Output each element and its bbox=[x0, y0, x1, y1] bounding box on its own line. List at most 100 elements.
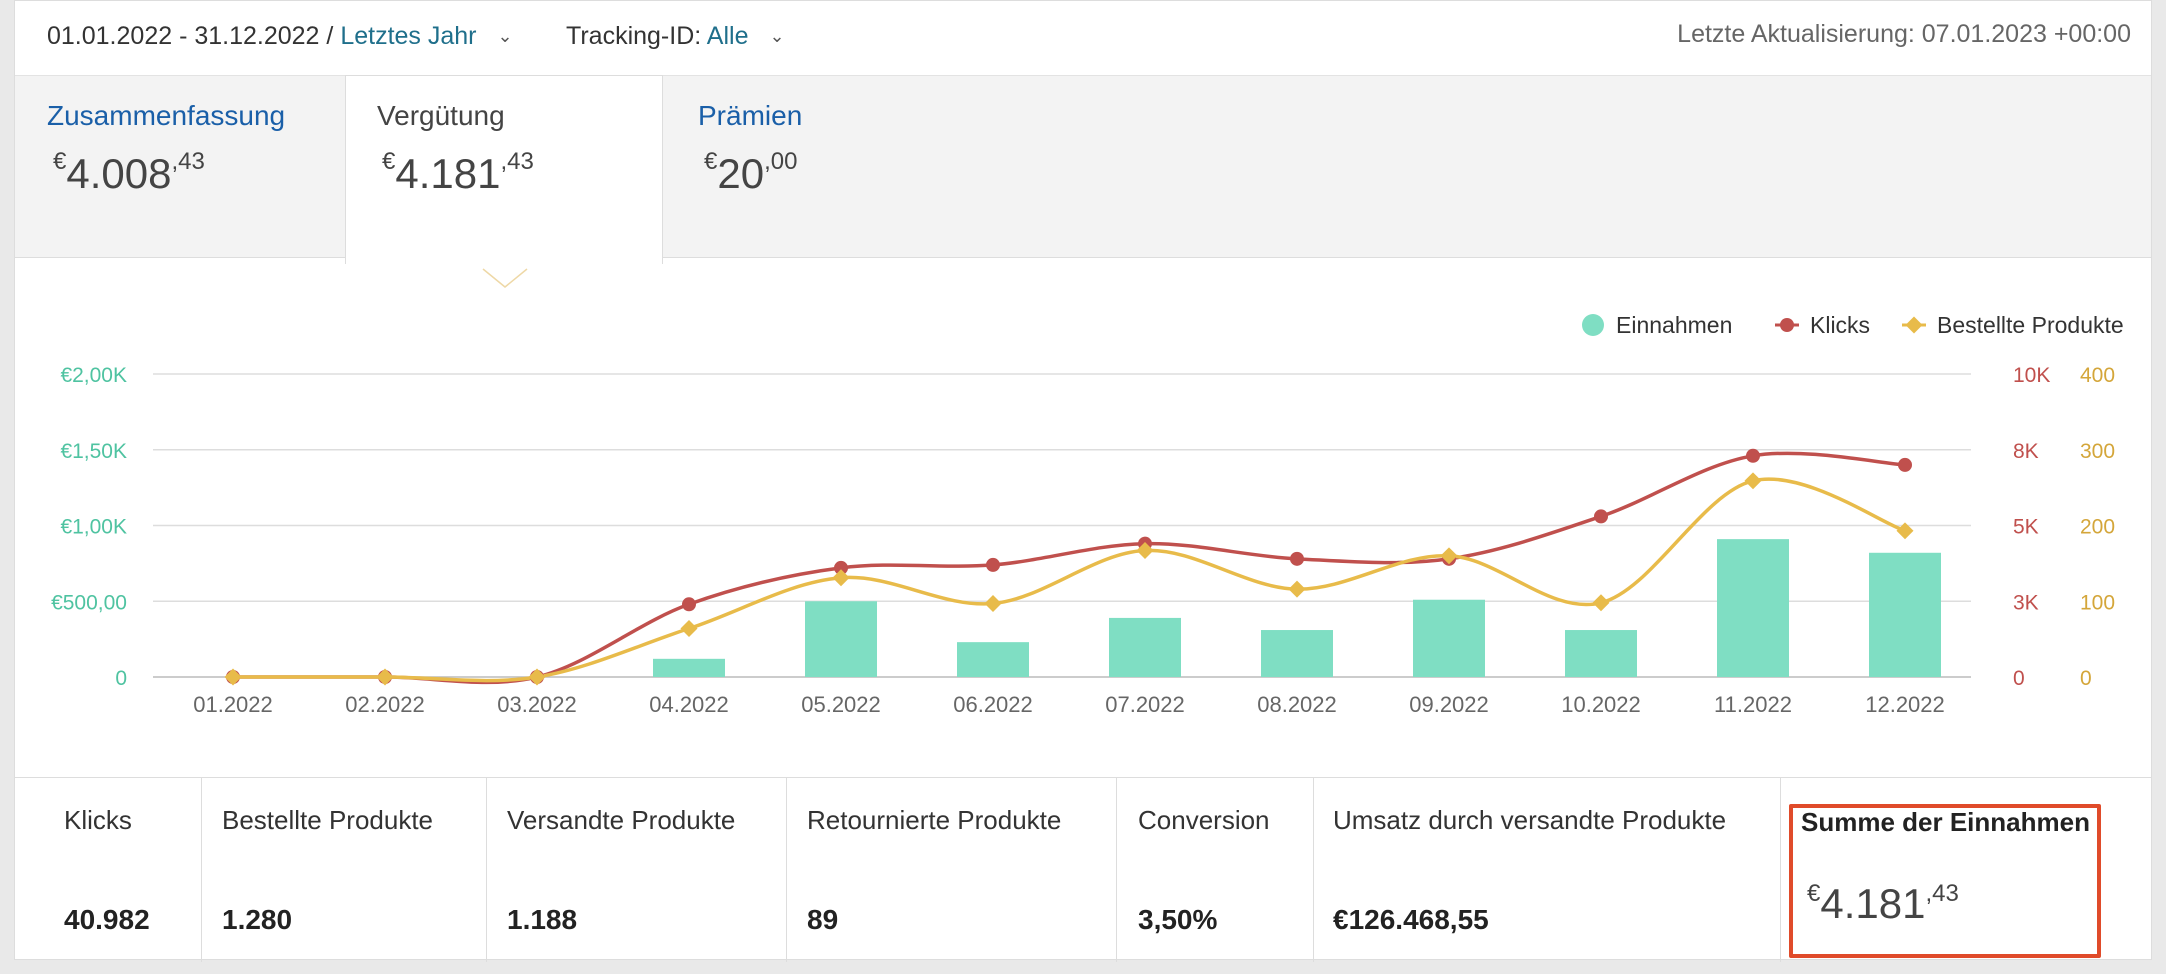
legend-label: Klicks bbox=[1810, 312, 1870, 338]
tracking-value[interactable]: Alle bbox=[706, 22, 749, 50]
date-range-text: 01.01.2022 - 31.12.2022 / bbox=[47, 22, 334, 50]
right-tick-label-produkte: 0 bbox=[2080, 667, 2092, 690]
x-tick-label: 01.2022 bbox=[193, 692, 273, 717]
left-tick-label: €1,50K bbox=[60, 440, 127, 463]
tab-zusammenfassung[interactable]: Zusammenfassung €4.008,43 bbox=[47, 76, 347, 257]
x-tick-label: 11.2022 bbox=[1714, 692, 1792, 717]
stat-label: Retournierte Produkte bbox=[807, 805, 1062, 835]
stat-versandte-produkte: Versandte Produkte 1.188 bbox=[487, 778, 787, 962]
right-tick-label-klicks: 3K bbox=[2013, 591, 2039, 614]
x-tick-label: 05.2022 bbox=[801, 692, 881, 717]
bar-einnahmen bbox=[957, 642, 1029, 677]
stat-label: Bestellte Produkte bbox=[222, 805, 434, 835]
point-klicks bbox=[1594, 509, 1608, 524]
bar-einnahmen bbox=[1261, 630, 1333, 677]
point-klicks bbox=[834, 560, 848, 575]
earnings-panel: 01.01.2022 - 31.12.2022 / Letztes Jahr ⌄… bbox=[14, 0, 2152, 962]
bar-einnahmen bbox=[1109, 617, 1181, 677]
point-bestellte-produkte bbox=[680, 620, 698, 638]
legend-marker-einnahmen bbox=[1582, 314, 1604, 336]
stat-klicks: Klicks 40.982 bbox=[15, 778, 202, 962]
left-tick-label: €1,00K bbox=[60, 516, 127, 539]
stat-value: 3,50% bbox=[1138, 904, 1218, 935]
x-tick-label: 06.2022 bbox=[953, 692, 1033, 717]
right-tick-label-produkte: 100 bbox=[2080, 591, 2115, 614]
stat-bestellte-produkte: Bestellte Produkte 1.280 bbox=[202, 778, 487, 962]
bar-einnahmen bbox=[1413, 599, 1485, 677]
point-bestellte-produkte bbox=[1136, 542, 1154, 559]
point-bestellte-produkte bbox=[984, 595, 1002, 613]
total-label: Summe der Einnahmen bbox=[1801, 807, 2090, 837]
date-range-selector[interactable]: 01.01.2022 - 31.12.2022 / Letztes Jahr ⌄ bbox=[47, 22, 513, 51]
tab-verguetung[interactable]: Vergütung €4.181,43 bbox=[345, 75, 663, 264]
x-tick-label: 07.2022 bbox=[1105, 692, 1185, 717]
legend-marker-klicks bbox=[1780, 318, 1794, 332]
bar-einnahmen bbox=[1869, 552, 1941, 677]
stat-label: Klicks bbox=[64, 805, 132, 835]
right-tick-label-klicks: 0 bbox=[2013, 667, 2025, 690]
right-tick-label-produkte: 300 bbox=[2080, 440, 2115, 463]
point-bestellte-produkte bbox=[1288, 580, 1306, 598]
bar-einnahmen bbox=[1717, 539, 1789, 677]
period-link[interactable]: Letztes Jahr bbox=[340, 22, 477, 50]
stat-label: Conversion bbox=[1138, 805, 1270, 835]
bar-einnahmen bbox=[805, 601, 877, 677]
earnings-chart: 0 €500,00 €1,00K €1,50K €2,00K 0 3K 5K 8K 10K 0 100… bbox=[15, 259, 2151, 776]
bar-einnahmen bbox=[653, 658, 725, 677]
point-klicks bbox=[1898, 457, 1912, 472]
tab-label[interactable]: Prämien bbox=[698, 100, 803, 131]
tab-pointer bbox=[482, 268, 528, 288]
point-bestellte-produkte bbox=[224, 668, 242, 686]
total-earnings-box: Summe der Einnahmen €4.181,43 bbox=[1789, 804, 2101, 958]
total-amount: €4.181,43 bbox=[1807, 880, 1959, 927]
point-klicks bbox=[1290, 551, 1304, 566]
stat-value: 1.280 bbox=[222, 904, 293, 935]
left-tick-label: €500,00 bbox=[51, 591, 127, 614]
tracking-id-selector[interactable]: Tracking-ID: Alle ⌄ bbox=[566, 22, 785, 51]
stat-value: 89 bbox=[807, 904, 839, 935]
right-tick-label-klicks: 5K bbox=[2013, 516, 2039, 539]
point-bestellte-produkte bbox=[1896, 522, 1914, 540]
tab-amount: €4.008,43 bbox=[53, 148, 205, 197]
stat-retournierte-produkte: Retournierte Produkte 89 bbox=[787, 778, 1117, 962]
point-bestellte-produkte bbox=[832, 569, 850, 587]
x-tick-label: 12.2022 bbox=[1865, 692, 1945, 717]
summary-tabs: Zusammenfassung €4.008,43 Vergütung €4.1… bbox=[15, 75, 2151, 264]
x-tick-label: 04.2022 bbox=[649, 692, 729, 717]
right-tick-label-produkte: 400 bbox=[2080, 364, 2115, 387]
stat-conversion: Conversion 3,50% bbox=[1117, 778, 1314, 962]
legend-label: Einnahmen bbox=[1616, 312, 1732, 338]
tab-label[interactable]: Zusammenfassung bbox=[47, 100, 286, 131]
stat-value: 1.188 bbox=[507, 904, 578, 935]
right-tick-label-produkte: 200 bbox=[2080, 516, 2115, 539]
point-bestellte-produkte bbox=[1440, 547, 1458, 565]
filter-bar: 01.01.2022 - 31.12.2022 / Letztes Jahr ⌄… bbox=[15, 1, 2151, 76]
x-tick-label: 09.2022 bbox=[1409, 692, 1489, 717]
x-tick-label: 02.2022 bbox=[345, 692, 425, 717]
point-bestellte-produkte bbox=[528, 668, 546, 686]
chevron-down-icon[interactable]: ⌄ bbox=[769, 26, 785, 46]
chart-svg: 0 €500,00 €1,00K €1,50K €2,00K 0 3K 5K 8K 10K 0 100… bbox=[51, 268, 2124, 717]
tab-amount: €20,00 bbox=[704, 148, 798, 197]
x-tick-label: 08.2022 bbox=[1257, 692, 1337, 717]
point-bestellte-produkte bbox=[1744, 472, 1762, 490]
stat-value: €126.468,55 bbox=[1333, 904, 1489, 935]
tracking-label: Tracking-ID: bbox=[566, 22, 702, 50]
stat-label: Umsatz durch versandte Produkte bbox=[1333, 805, 1727, 835]
left-tick-label: 0 bbox=[115, 667, 127, 690]
bar-einnahmen bbox=[1565, 630, 1637, 677]
last-update-text: Letzte Aktualisierung: 07.01.2023 +00:00 bbox=[1677, 20, 2131, 48]
point-bestellte-produkte bbox=[1592, 594, 1610, 612]
point-klicks bbox=[986, 557, 1000, 572]
point-klicks bbox=[1746, 448, 1760, 463]
x-tick-label: 03.2022 bbox=[497, 692, 577, 717]
stat-value: 40.982 bbox=[64, 904, 150, 935]
left-tick-label: €2,00K bbox=[60, 364, 127, 387]
stats-row: Klicks 40.982 Bestellte Produkte 1.280 V… bbox=[15, 777, 2151, 962]
point-klicks bbox=[682, 597, 696, 612]
right-tick-label-klicks: 10K bbox=[2013, 364, 2050, 387]
tab-praemien[interactable]: Prämien €20,00 bbox=[698, 76, 998, 257]
line-bestellte-produkte bbox=[233, 477, 1906, 683]
chevron-down-icon[interactable]: ⌄ bbox=[497, 26, 513, 46]
legend-label: Bestellte Produkte bbox=[1937, 312, 2124, 338]
